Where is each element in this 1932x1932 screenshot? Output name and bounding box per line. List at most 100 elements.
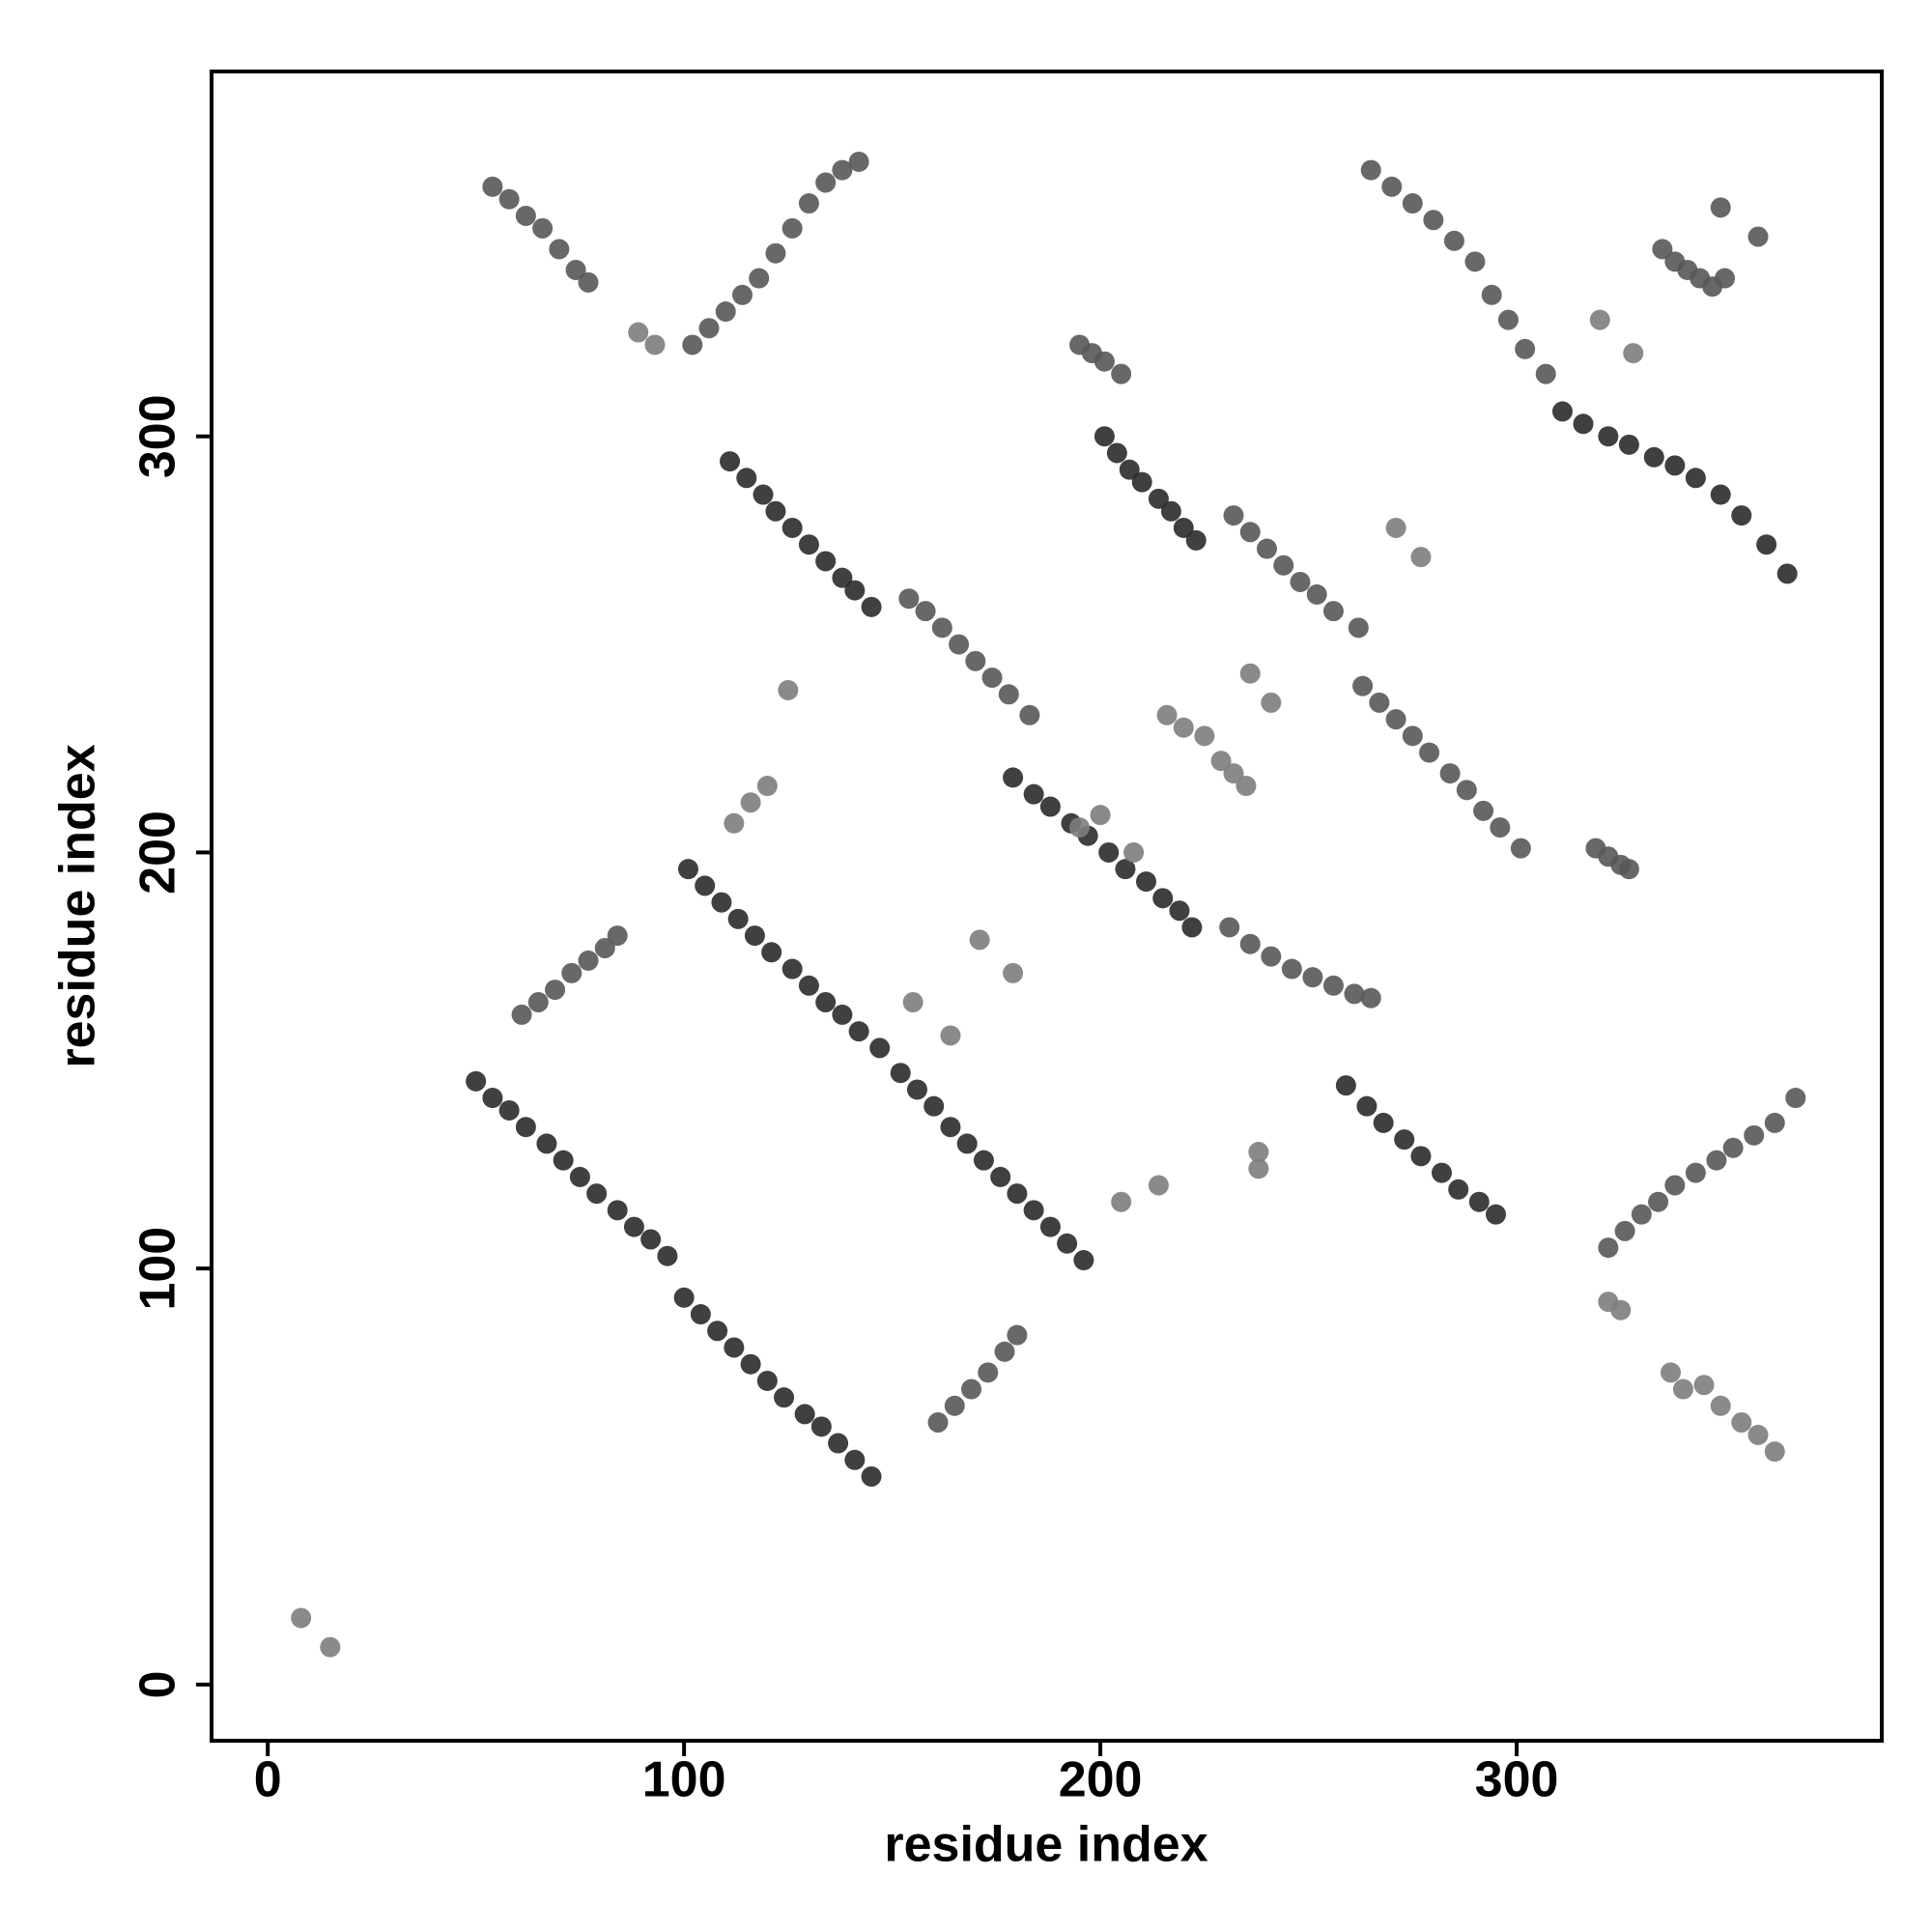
point <box>1515 338 1536 359</box>
point <box>949 634 970 655</box>
point <box>1352 675 1374 696</box>
point <box>765 242 786 264</box>
point <box>1410 547 1432 568</box>
y-axis-label: residue index <box>50 744 106 1067</box>
point <box>861 1466 882 1488</box>
point <box>844 580 866 601</box>
point <box>545 980 566 1001</box>
point <box>931 617 952 639</box>
point <box>1111 1191 1132 1212</box>
point <box>756 776 778 797</box>
point <box>898 588 920 610</box>
point <box>698 318 720 339</box>
point <box>744 925 765 947</box>
point <box>1573 413 1594 435</box>
point <box>740 792 761 813</box>
point <box>1256 538 1277 559</box>
point <box>1019 704 1040 725</box>
point <box>549 239 570 260</box>
x-tick-label: 300 <box>1475 1752 1559 1808</box>
point <box>727 908 749 929</box>
point <box>586 1183 608 1205</box>
point <box>1248 1142 1269 1163</box>
point <box>561 962 582 983</box>
point <box>731 284 753 305</box>
point <box>740 1353 761 1375</box>
point <box>1481 284 1502 305</box>
point <box>890 1063 911 1084</box>
point <box>498 188 520 210</box>
point <box>1589 309 1610 330</box>
point <box>594 938 615 959</box>
point <box>291 1607 312 1629</box>
point <box>628 322 649 343</box>
point <box>998 684 1019 705</box>
point <box>1731 1412 1752 1434</box>
point <box>969 929 990 951</box>
point <box>1181 917 1203 938</box>
point <box>640 1229 662 1250</box>
point <box>715 301 736 323</box>
point <box>1643 446 1664 468</box>
point <box>815 991 837 1012</box>
point <box>690 1304 711 1325</box>
point <box>798 193 819 214</box>
point <box>1290 571 1311 592</box>
point <box>1631 1204 1652 1225</box>
x-axis-label: residue index <box>884 1817 1208 1873</box>
point <box>1348 617 1369 639</box>
point <box>1173 717 1194 738</box>
point <box>1248 1158 1269 1179</box>
point <box>677 859 698 880</box>
point <box>1614 1220 1635 1241</box>
point <box>569 1166 590 1187</box>
point <box>1090 805 1111 826</box>
point <box>1747 226 1769 247</box>
point <box>781 517 803 538</box>
point <box>1402 193 1423 214</box>
point <box>1756 534 1777 555</box>
point <box>965 650 986 671</box>
point <box>756 1370 778 1391</box>
point <box>956 1133 978 1154</box>
point <box>1185 529 1207 551</box>
point <box>707 1321 728 1342</box>
x-tick-label: 0 <box>254 1752 282 1808</box>
point <box>1510 838 1531 859</box>
point <box>1661 1362 1682 1383</box>
point <box>761 942 782 963</box>
point <box>466 1070 487 1092</box>
point <box>1003 962 1024 983</box>
point <box>978 1362 999 1383</box>
point <box>1223 763 1244 784</box>
point <box>1069 817 1091 838</box>
point <box>1148 1175 1169 1196</box>
point <box>1160 500 1181 522</box>
point <box>1003 767 1024 788</box>
x-tick-label: 200 <box>1059 1752 1143 1808</box>
point <box>765 500 786 522</box>
point <box>736 468 757 489</box>
point <box>1356 1095 1378 1117</box>
point <box>1486 1204 1507 1225</box>
point <box>1094 426 1115 447</box>
y-tick-label: 200 <box>130 810 186 895</box>
point <box>1039 796 1061 817</box>
point <box>1776 563 1798 584</box>
point <box>673 1287 695 1308</box>
point <box>532 217 554 239</box>
point <box>1148 488 1169 509</box>
point <box>994 1341 1015 1362</box>
point <box>915 601 936 622</box>
point <box>1281 958 1302 980</box>
point <box>973 1150 994 1171</box>
point <box>832 567 853 588</box>
point <box>778 679 799 700</box>
point <box>623 1216 644 1237</box>
point <box>1443 230 1464 251</box>
point <box>1652 239 1673 260</box>
point <box>1535 363 1556 384</box>
point <box>1610 1299 1632 1321</box>
point <box>1194 725 1215 747</box>
